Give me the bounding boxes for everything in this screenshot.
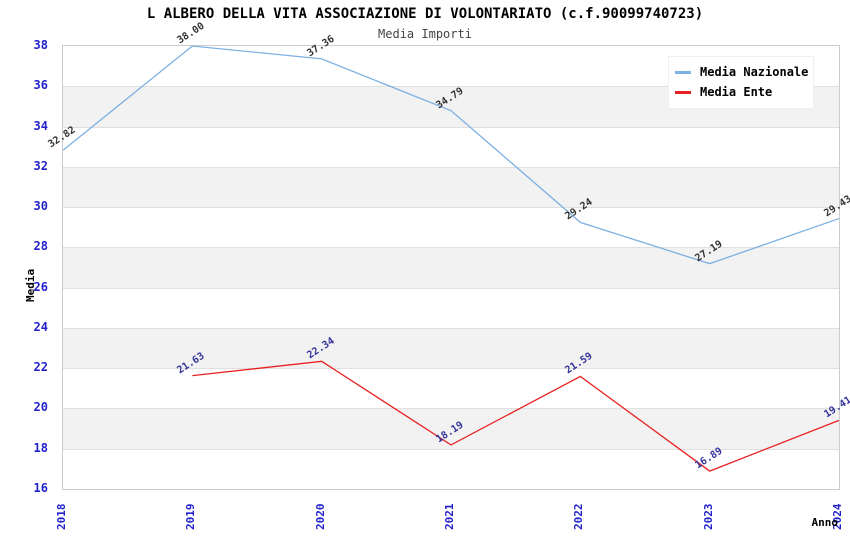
legend-marker-line bbox=[675, 90, 691, 94]
series-lines bbox=[62, 45, 840, 472]
legend-label: Media Ente bbox=[700, 85, 773, 99]
y-tick-label: 34 bbox=[33, 118, 48, 133]
legend: Media Nazionale Media Ente bbox=[668, 56, 814, 109]
x-axis-label: Anno bbox=[811, 516, 839, 529]
legend-label: Media Nazionale bbox=[700, 65, 809, 79]
y-tick-label: 20 bbox=[33, 400, 48, 415]
y-tick-label: 16 bbox=[33, 481, 48, 495]
gridline bbox=[63, 166, 839, 168]
gridline bbox=[63, 408, 839, 410]
y-tick-label: 30 bbox=[33, 199, 48, 214]
legend-marker-line bbox=[675, 70, 691, 74]
gridline bbox=[63, 287, 839, 289]
plot-area bbox=[62, 45, 840, 490]
y-tick-label: 24 bbox=[33, 319, 48, 334]
x-tick-label: 2021 bbox=[443, 503, 456, 531]
gridline bbox=[63, 86, 839, 88]
gridline bbox=[63, 247, 839, 249]
chart-subtitle: Media Importi bbox=[378, 27, 472, 41]
y-tick-label: 18 bbox=[33, 440, 48, 455]
plot-band bbox=[63, 207, 839, 248]
plot-band bbox=[63, 247, 839, 288]
gridline bbox=[63, 448, 839, 450]
legend-item: Media Nazionale bbox=[675, 62, 809, 82]
plot-band bbox=[63, 166, 839, 208]
x-tick-label: 2020 bbox=[313, 503, 327, 531]
y-tick-label: 38 bbox=[33, 38, 48, 52]
x-tick-label: 2019 bbox=[184, 503, 198, 531]
plot-band bbox=[63, 368, 839, 409]
plot-band bbox=[63, 126, 839, 167]
legend-item: Media Ente bbox=[675, 82, 807, 102]
plot-band bbox=[63, 408, 839, 449]
gridline bbox=[63, 327, 839, 329]
plot-band bbox=[63, 287, 839, 328]
plot-band bbox=[63, 448, 839, 489]
x-tick-label: 2023 bbox=[701, 503, 715, 531]
y-tick-label: 36 bbox=[33, 78, 48, 93]
gridline bbox=[63, 368, 839, 370]
chart-title: L ALBERO DELLA VITA ASSOCIAZIONE DI VOLO… bbox=[146, 6, 704, 22]
x-tick-label: 2022 bbox=[572, 503, 586, 531]
line-media-ente bbox=[192, 360, 840, 472]
y-tick-label: 22 bbox=[33, 360, 48, 375]
gridline bbox=[63, 126, 839, 128]
gridline bbox=[63, 207, 839, 209]
plot-band bbox=[63, 327, 839, 369]
x-tick-label: 2018 bbox=[55, 503, 68, 531]
line-media-nazionale bbox=[62, 45, 840, 265]
y-tick-label: 26 bbox=[33, 279, 48, 294]
y-tick-label: 32 bbox=[33, 158, 48, 173]
y-tick-label: 28 bbox=[33, 239, 48, 254]
